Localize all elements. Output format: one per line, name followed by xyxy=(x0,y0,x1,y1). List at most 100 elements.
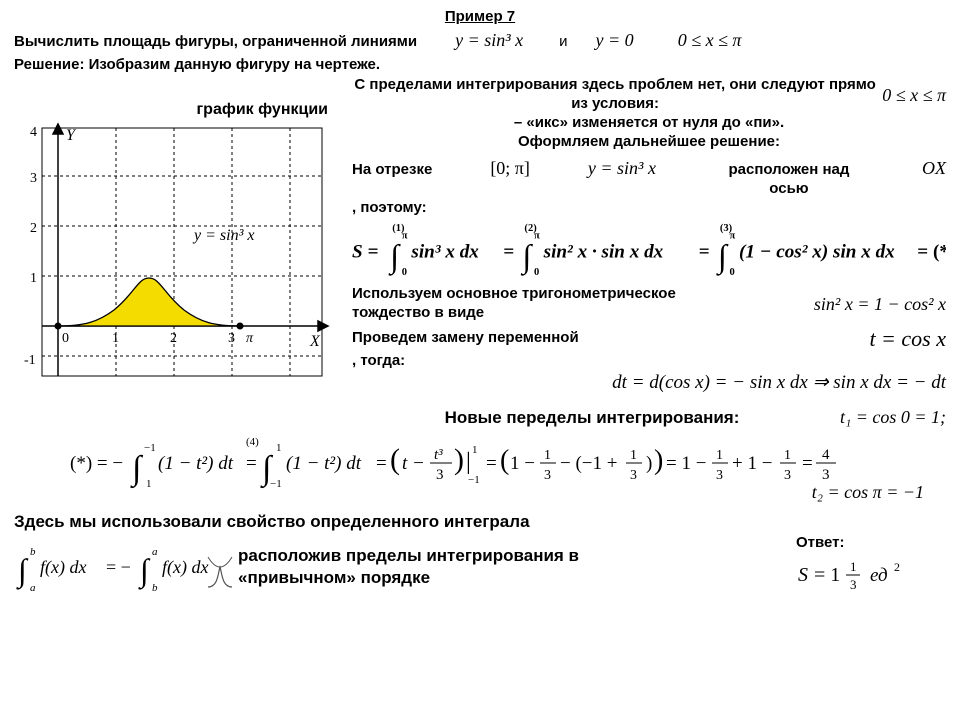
on-segment: На отрезке xyxy=(352,161,432,180)
svg-text:(*) = −: (*) = − xyxy=(70,453,123,474)
svg-text:1 −: 1 − xyxy=(510,453,535,474)
arranged-text: расположив пределы интегрирования в «при… xyxy=(238,545,618,588)
subst-text: Проведем замену переменной xyxy=(352,329,579,348)
svg-text:X: X xyxy=(309,333,321,350)
svg-text:1: 1 xyxy=(544,448,551,463)
svg-text:1: 1 xyxy=(784,448,791,463)
svg-text:1: 1 xyxy=(850,559,857,574)
then-label: , тогда: xyxy=(352,352,946,371)
svg-text:(1 − t²) dt: (1 − t²) dt xyxy=(158,453,234,474)
axis-ox: OX xyxy=(922,157,946,180)
svg-text:0: 0 xyxy=(534,266,539,277)
svg-text:a: a xyxy=(152,546,158,558)
svg-text:-1: -1 xyxy=(24,353,36,368)
math-interval: 0 ≤ x ≤ π xyxy=(678,29,742,52)
limits-text: С пределами интегрирования здесь проблем… xyxy=(352,76,878,114)
svg-text:1: 1 xyxy=(146,478,152,489)
svg-text:(: ( xyxy=(390,443,400,476)
svg-text:=: = xyxy=(376,453,387,474)
svg-text:): ) xyxy=(454,443,464,476)
svg-text:1: 1 xyxy=(276,442,282,454)
svg-text:∫: ∫ xyxy=(16,552,29,590)
text-column: С пределами интегрирования здесь проблем… xyxy=(352,76,946,400)
svg-text:2: 2 xyxy=(894,560,900,574)
page-title: Пример 7 xyxy=(14,8,946,27)
math-y0: y = 0 xyxy=(596,29,634,52)
svg-text:0: 0 xyxy=(729,266,734,277)
meaning-line: – «икс» изменяется от нуля до «пи». xyxy=(352,114,946,133)
svg-text:b: b xyxy=(30,546,36,558)
svg-text:3: 3 xyxy=(630,468,637,483)
svg-text:): ) xyxy=(654,445,663,476)
svg-text:0: 0 xyxy=(62,331,69,346)
solution-intro: Решение: Изобразим данную фигуру на черт… xyxy=(14,56,946,75)
math-func: y = sin³ x xyxy=(455,29,523,52)
svg-text:4: 4 xyxy=(822,447,830,463)
svg-text:= −: = − xyxy=(106,557,131,577)
svg-text:ед: ед xyxy=(870,565,888,586)
svg-text:(3): (3) xyxy=(720,222,733,233)
svg-text:− (−1 +: − (−1 + xyxy=(560,453,617,474)
conj-and: и xyxy=(559,33,567,52)
svg-text:+ 1 −: + 1 − xyxy=(732,453,772,474)
svg-text:1: 1 xyxy=(716,448,723,463)
svg-text:∫: ∫ xyxy=(388,239,401,276)
svg-text:3: 3 xyxy=(716,468,723,483)
svg-text:1: 1 xyxy=(112,331,119,346)
svg-text:= (*): = (*) xyxy=(917,241,946,262)
svg-text:0: 0 xyxy=(402,266,407,277)
svg-text:(1 − cos² x) sin x dx: (1 − cos² x) sin x dx xyxy=(739,241,895,262)
svg-text:t³: t³ xyxy=(434,447,443,463)
svg-text:): ) xyxy=(646,453,652,474)
proceed-line: Оформляем дальнейшее решение: xyxy=(352,133,946,152)
svg-text:(2): (2) xyxy=(524,222,537,233)
svg-text:sin² x · sin x dx: sin² x · sin x dx xyxy=(543,241,664,262)
svg-text:∫: ∫ xyxy=(716,239,729,276)
svg-text:a: a xyxy=(30,582,36,593)
seg-math: [0; π] xyxy=(490,157,530,180)
new-limits-label: Новые переделы интегрирования: xyxy=(445,407,740,428)
svg-text:∫: ∫ xyxy=(138,552,151,590)
svg-text:=: = xyxy=(802,453,813,474)
svg-text:S =: S = xyxy=(352,241,378,262)
svg-text:(1): (1) xyxy=(392,222,405,233)
prompt-prefix: Вычислить площадь фигуры, ограниченной л… xyxy=(14,33,417,52)
svg-text:−1: −1 xyxy=(270,478,282,489)
brace-icon xyxy=(200,541,240,593)
svg-text:S: S xyxy=(798,564,808,586)
answer-math: S = 1 1 3 ед 2 xyxy=(796,553,946,593)
used-property-text: Здесь мы использовали свойство определен… xyxy=(14,511,946,532)
svg-text:(: ( xyxy=(500,445,509,476)
svg-text:f(x) dx: f(x) dx xyxy=(40,557,86,578)
dt-line: dt = d(cos x) = − sin x dx ⇒ sin x dx = … xyxy=(352,371,946,395)
svg-text:2: 2 xyxy=(30,221,37,236)
svg-text:y = sin³ x: y = sin³ x xyxy=(192,227,254,244)
integral-property: ∫ b a f(x) dx = − ∫ a b f(x) dx xyxy=(14,541,214,593)
function-graph: 4 3 2 1 -1 0 1 2 3 π X Y y = sin³ x xyxy=(14,120,334,394)
graph-column: график функции xyxy=(14,76,344,400)
svg-text:3: 3 xyxy=(784,468,791,483)
answer-label: Ответ: xyxy=(796,534,946,553)
svg-text:b: b xyxy=(152,582,158,593)
svg-text:=: = xyxy=(486,453,497,474)
t2-math: t₂ = cos π = −1 xyxy=(14,481,946,504)
svg-text:∫: ∫ xyxy=(521,239,534,276)
graph-caption: график функции xyxy=(14,100,344,120)
svg-text:=: = xyxy=(503,241,514,262)
svg-text:3: 3 xyxy=(544,468,551,483)
identity-math: sin² x = 1 − cos² x xyxy=(814,293,946,316)
svg-text:3: 3 xyxy=(850,577,857,592)
svg-text:(4): (4) xyxy=(246,436,259,448)
svg-text:3: 3 xyxy=(228,331,235,346)
svg-text:3: 3 xyxy=(436,467,444,483)
therefore: , поэтому: xyxy=(352,199,946,218)
svg-text:4: 4 xyxy=(30,125,37,140)
svg-text:3: 3 xyxy=(30,171,37,186)
svg-text:|: | xyxy=(466,449,471,475)
svg-text:= 1: = 1 xyxy=(814,564,840,586)
svg-text:−1: −1 xyxy=(144,442,156,454)
func-math2: y = sin³ x xyxy=(588,157,656,180)
svg-text:1: 1 xyxy=(472,444,478,456)
subst-math: t = cos x xyxy=(869,325,946,353)
svg-text:sin³ x dx: sin³ x dx xyxy=(410,241,479,262)
